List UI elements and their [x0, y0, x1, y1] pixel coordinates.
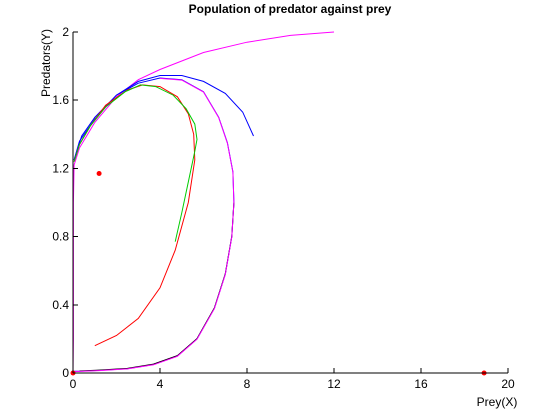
marker-point-1: [96, 171, 102, 177]
y-tick-label: 0.8: [52, 230, 69, 244]
series-line-7: [73, 84, 198, 242]
y-tick-label: 2: [62, 25, 69, 39]
x-tick-label: 4: [157, 377, 164, 391]
x-tick-label: 12: [327, 377, 341, 391]
x-tick-label: 16: [414, 377, 428, 391]
series-line-5: [72, 77, 235, 373]
x-tick-label: 8: [244, 377, 251, 391]
y-tick-label: 0: [62, 366, 69, 380]
y-tick-label: 1.2: [52, 161, 69, 175]
x-axis-label: Prey(X): [477, 395, 518, 409]
y-axis-label: Predators(Y): [39, 29, 53, 97]
x-tick-label: 20: [501, 377, 515, 391]
series-line-6: [73, 84, 196, 347]
x-tick-label: 0: [70, 377, 77, 391]
y-tick-label: 1.6: [52, 93, 69, 107]
axes: 0 4 8 12 16 20 0 0.4 0.8 1.2 1.6 2: [52, 25, 515, 391]
chart-title: Population of predator against prey: [189, 2, 392, 16]
plot-area: [73, 32, 508, 373]
y-tick-label: 0.4: [52, 298, 69, 312]
